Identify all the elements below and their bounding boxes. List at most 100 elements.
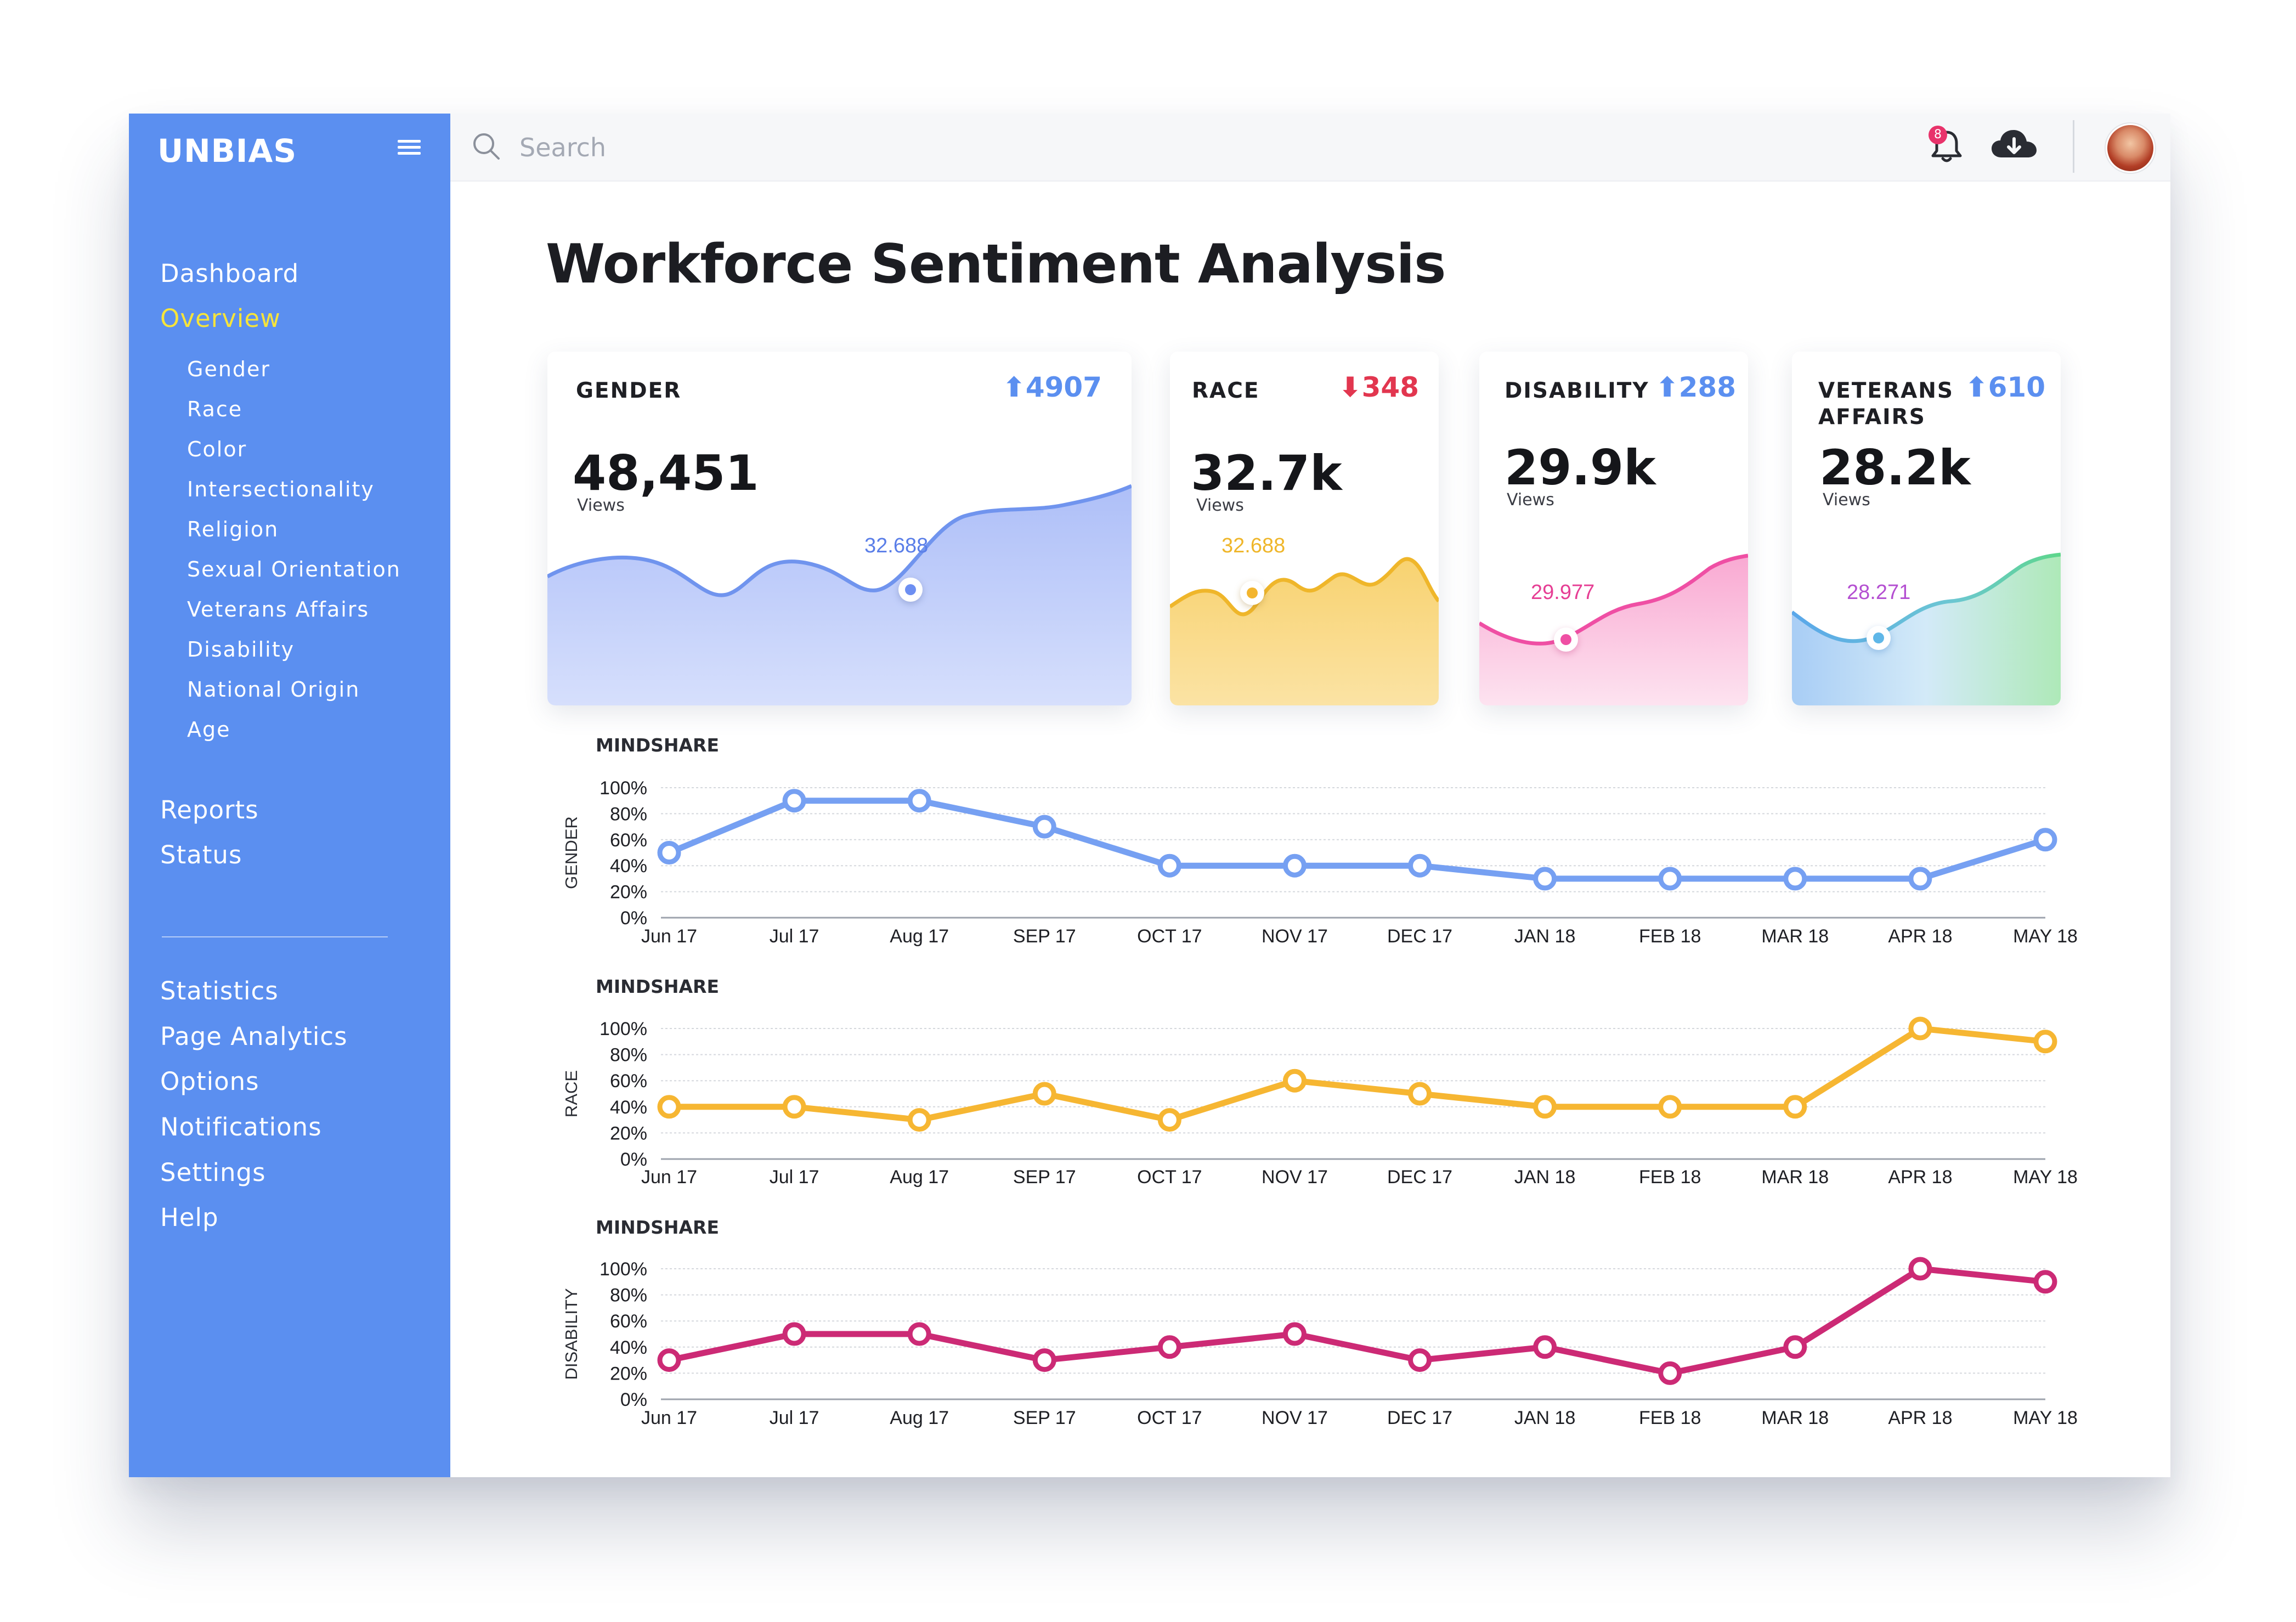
race-x-tick-label: APR 18 [1888, 1167, 1952, 1188]
disability-series-line [666, 1265, 2049, 1376]
gender-y-tick-label: 20% [610, 882, 647, 903]
card-marker-label: 28.271 [1847, 581, 1911, 604]
mindshare-charts: MINDSHARE 100% 80% 60% 40% 20% 0% GENDER Jun 17 J… [562, 734, 2078, 1428]
search-input[interactable] [518, 129, 1288, 166]
disability-data-point [1032, 1348, 1056, 1372]
race-y-tick-label: 100% [600, 1019, 647, 1039]
gender-x-tick-label: NOV 17 [1262, 926, 1328, 947]
disability-x-tick-label: Aug 17 [890, 1408, 949, 1428]
sidebar-item-page-analytics[interactable]: Page Analytics [160, 1022, 348, 1051]
sidebar-item-settings[interactable]: Settings [160, 1158, 266, 1187]
race-y-tick-label: 0% [620, 1149, 647, 1170]
card-value: 29.9k [1505, 439, 1656, 496]
card-marker-label: 32.688 [864, 534, 929, 557]
disability-data-point [907, 1322, 931, 1346]
sidebar-subitem-color[interactable]: Color [187, 437, 247, 461]
gender-data-point [1157, 854, 1181, 878]
gender-sparkline [547, 484, 1132, 705]
sidebar-subitem-veterans-affairs[interactable]: Veterans Affairs [187, 597, 370, 621]
gender-data-point [1908, 867, 1932, 891]
card-gender[interactable]: GENDER ⬆4907 48,451 Views 32.688 [547, 352, 1132, 705]
sidebar-subitem-national-origin[interactable]: National Origin [187, 677, 360, 702]
gender-x-tick-label: SEP 17 [1013, 926, 1076, 947]
hamburger-menu-icon[interactable] [398, 137, 421, 160]
sidebar-item-options[interactable]: Options [160, 1067, 259, 1096]
sidebar-divider [162, 936, 388, 937]
sidebar-item-dashboard[interactable]: Dashboard [160, 259, 299, 288]
card-veterans-affairs[interactable]: VETERANS AFFAIRS ⬆610 28.2k Views 28.271 [1792, 352, 2061, 705]
top-bar: 8 [450, 114, 2170, 182]
sidebar: UNBIAS Dashboard Overview Gender Race Co… [129, 114, 450, 1477]
disability-data-point [657, 1348, 681, 1372]
sidebar-item-status[interactable]: Status [160, 840, 242, 869]
avatar[interactable] [2106, 123, 2155, 173]
race-y-tick-label: 40% [610, 1097, 647, 1118]
disability-y-tick-label: 0% [620, 1389, 647, 1410]
gender-data-point [907, 789, 931, 813]
gender-data-point [782, 789, 806, 813]
card-unit: Views [577, 496, 625, 515]
race-x-tick-label: OCT 17 [1137, 1167, 1202, 1188]
sidebar-subitem-intersectionality[interactable]: Intersectionality [187, 477, 375, 501]
disability-x-tick-label: Jul 17 [770, 1408, 819, 1428]
disability-x-tick-label: OCT 17 [1137, 1408, 1202, 1428]
card-race[interactable]: RACE ⬇348 32.7k Views 32.688 [1170, 352, 1439, 705]
sidebar-subitem-religion[interactable]: Religion [187, 517, 279, 541]
gender-x-tick-label: Aug 17 [890, 926, 949, 947]
race-y-tick-label: 80% [610, 1045, 647, 1066]
disability-data-point [2033, 1270, 2057, 1294]
gender-y-axis-label: GENDER [562, 816, 581, 889]
card-delta: ⬆610 [1965, 371, 2045, 403]
cloud-download-icon[interactable] [1990, 127, 2038, 166]
gender-data-point [1282, 854, 1307, 878]
race-data-point [907, 1108, 931, 1132]
race-y-axis-label: RACE [562, 1070, 581, 1117]
veterans-sparkline [1792, 552, 2061, 705]
race-x-tick-label: Jun 17 [641, 1167, 697, 1188]
card-title: RACE [1192, 378, 1260, 403]
sidebar-item-reports[interactable]: Reports [160, 795, 259, 824]
race-chart-title: MINDSHARE [596, 976, 719, 997]
topbar-divider [2073, 120, 2074, 173]
sidebar-item-statistics[interactable]: Statistics [160, 976, 279, 1005]
card-unit: Views [1196, 496, 1244, 515]
card-marker-label: 29.977 [1531, 581, 1595, 604]
race-x-tick-label: FEB 18 [1639, 1167, 1701, 1188]
app-window: UNBIAS Dashboard Overview Gender Race Co… [129, 114, 2170, 1477]
sidebar-item-notifications[interactable]: Notifications [160, 1112, 322, 1141]
card-disability[interactable]: DISABILITY ⬆288 29.9k Views 29.977 [1479, 352, 1748, 705]
sidebar-item-overview[interactable]: Overview [160, 304, 281, 333]
gender-x-tick-label: APR 18 [1888, 926, 1952, 947]
disability-x-tick-label: NOV 17 [1262, 1408, 1328, 1428]
disability-data-point [1658, 1361, 1682, 1385]
race-data-point [2033, 1030, 2057, 1054]
card-delta: ⬆4907 [1002, 371, 1102, 403]
race-x-tick-label: MAR 18 [1761, 1167, 1829, 1188]
app-logo: UNBIAS [157, 132, 297, 169]
card-delta: ⬇348 [1338, 371, 1419, 403]
sidebar-item-help[interactable]: Help [160, 1203, 219, 1232]
race-data-point [1533, 1095, 1557, 1119]
sidebar-subitem-sexual-orientation[interactable]: Sexual Orientation [187, 557, 401, 581]
race-x-tick-label: SEP 17 [1013, 1167, 1076, 1188]
race-data-point [1783, 1095, 1807, 1119]
gender-x-tick-label: MAY 18 [2013, 926, 2078, 947]
race-x-tick-label: JAN 18 [1514, 1167, 1576, 1188]
disability-x-tick-label: MAR 18 [1761, 1408, 1829, 1428]
race-x-tick-label: NOV 17 [1262, 1167, 1328, 1188]
sidebar-subitem-disability[interactable]: Disability [187, 637, 295, 662]
gender-data-point [657, 841, 681, 864]
sidebar-subitem-age[interactable]: Age [187, 717, 231, 742]
gender-x-tick-label: OCT 17 [1137, 926, 1202, 947]
sidebar-subitem-race[interactable]: Race [187, 397, 243, 421]
gender-series-line [666, 798, 2049, 882]
sidebar-subitem-gender[interactable]: Gender [187, 357, 271, 381]
search-icon[interactable] [471, 131, 502, 162]
race-x-tick-label: DEC 17 [1387, 1167, 1452, 1188]
disability-y-tick-label: 20% [610, 1363, 647, 1384]
page-title: Workforce Sentiment Analysis [546, 233, 1446, 296]
disability-x-tick-label: DEC 17 [1387, 1408, 1452, 1428]
arrow-up-icon: ⬆ [1002, 371, 1026, 403]
race-data-point [1658, 1095, 1682, 1119]
disability-y-tick-label: 40% [610, 1337, 647, 1358]
